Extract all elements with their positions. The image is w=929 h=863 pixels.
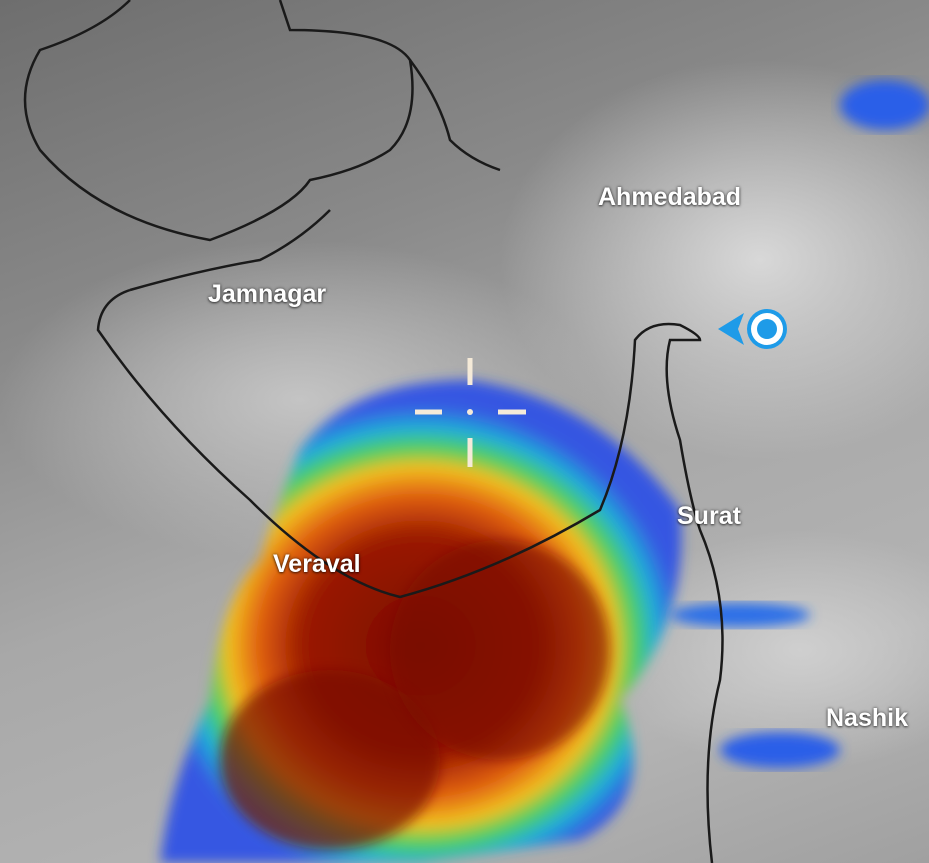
coastline [408, 59, 501, 172]
city-label-jamnagar: Jamnagar [208, 280, 327, 308]
storm-core [220, 670, 440, 850]
cloud-cell [840, 80, 929, 130]
storm-core [390, 540, 610, 760]
city-label-surat: Surat [677, 502, 741, 530]
cloud-cell [720, 732, 840, 768]
coastline [23, 0, 414, 242]
crosshair-icon[interactable] [415, 358, 526, 467]
cloud-cell [670, 603, 810, 627]
city-label-ahmedabad: Ahmedabad [598, 183, 742, 211]
city-label-nashik: Nashik [826, 704, 908, 732]
my-location-icon [718, 309, 787, 349]
city-label-veraval: Veraval [273, 550, 361, 578]
my-location-button[interactable] [718, 307, 790, 351]
coastline [96, 288, 724, 863]
coastline [129, 209, 331, 292]
